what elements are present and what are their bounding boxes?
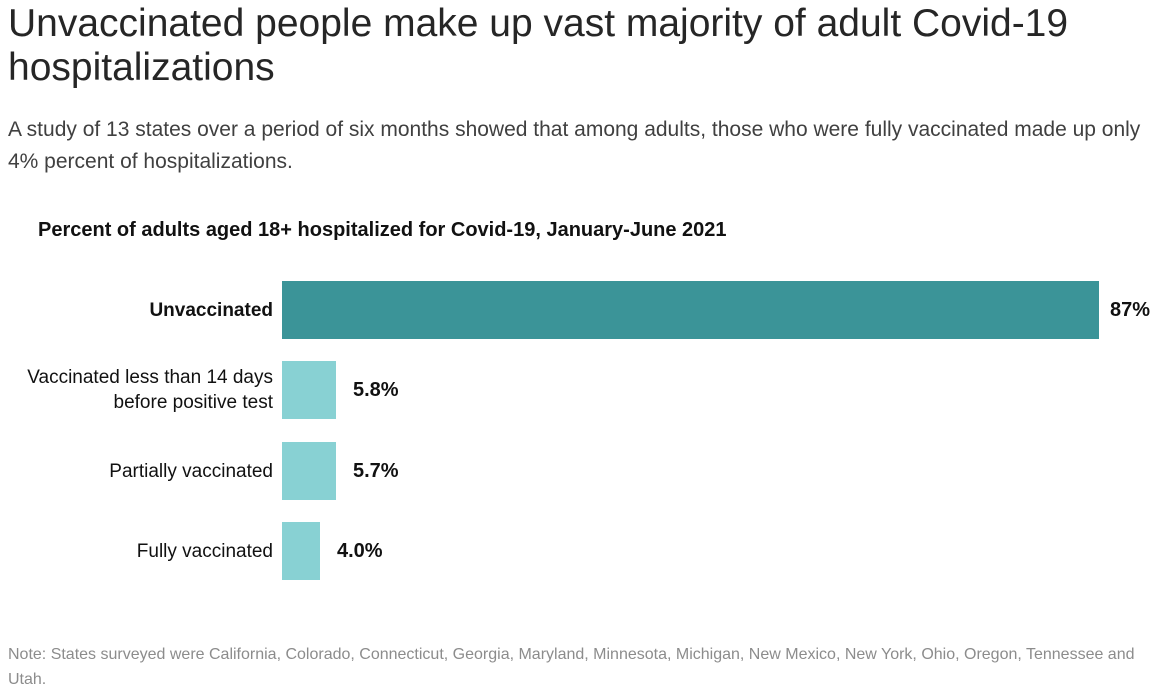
value-label: 5.8% bbox=[353, 379, 399, 401]
category-label: Unvaccinated bbox=[149, 300, 273, 321]
value-label: 87% bbox=[1110, 299, 1151, 321]
bar bbox=[282, 281, 1099, 339]
category-label: Partially vaccinated bbox=[109, 461, 273, 482]
headline: Unvaccinated people make up vast majorit… bbox=[8, 2, 1069, 89]
value-label: 4.0% bbox=[337, 540, 383, 562]
bar bbox=[282, 361, 336, 419]
value-label: 5.7% bbox=[353, 460, 399, 482]
subheadline: A study of 13 states over a period of si… bbox=[8, 118, 1141, 173]
category-label: Fully vaccinated bbox=[136, 541, 273, 562]
category-label: Vaccinated less than 14 days before posi… bbox=[27, 367, 273, 413]
chart-title: Percent of adults aged 18+ hospitalized … bbox=[38, 219, 727, 241]
footnote: Note: States surveyed were California, C… bbox=[8, 646, 1135, 688]
bar bbox=[282, 442, 336, 500]
bar bbox=[282, 522, 320, 580]
